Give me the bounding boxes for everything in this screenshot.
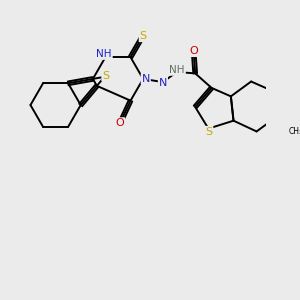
Text: O: O — [189, 46, 198, 56]
Text: S: S — [102, 70, 109, 80]
Text: NH: NH — [169, 65, 185, 75]
Text: N: N — [159, 78, 167, 88]
Text: O: O — [116, 118, 124, 128]
Text: S: S — [140, 31, 147, 41]
Text: NH: NH — [96, 49, 112, 59]
Text: CH₃: CH₃ — [289, 127, 300, 136]
Text: N: N — [142, 74, 150, 84]
Text: S: S — [206, 127, 212, 137]
